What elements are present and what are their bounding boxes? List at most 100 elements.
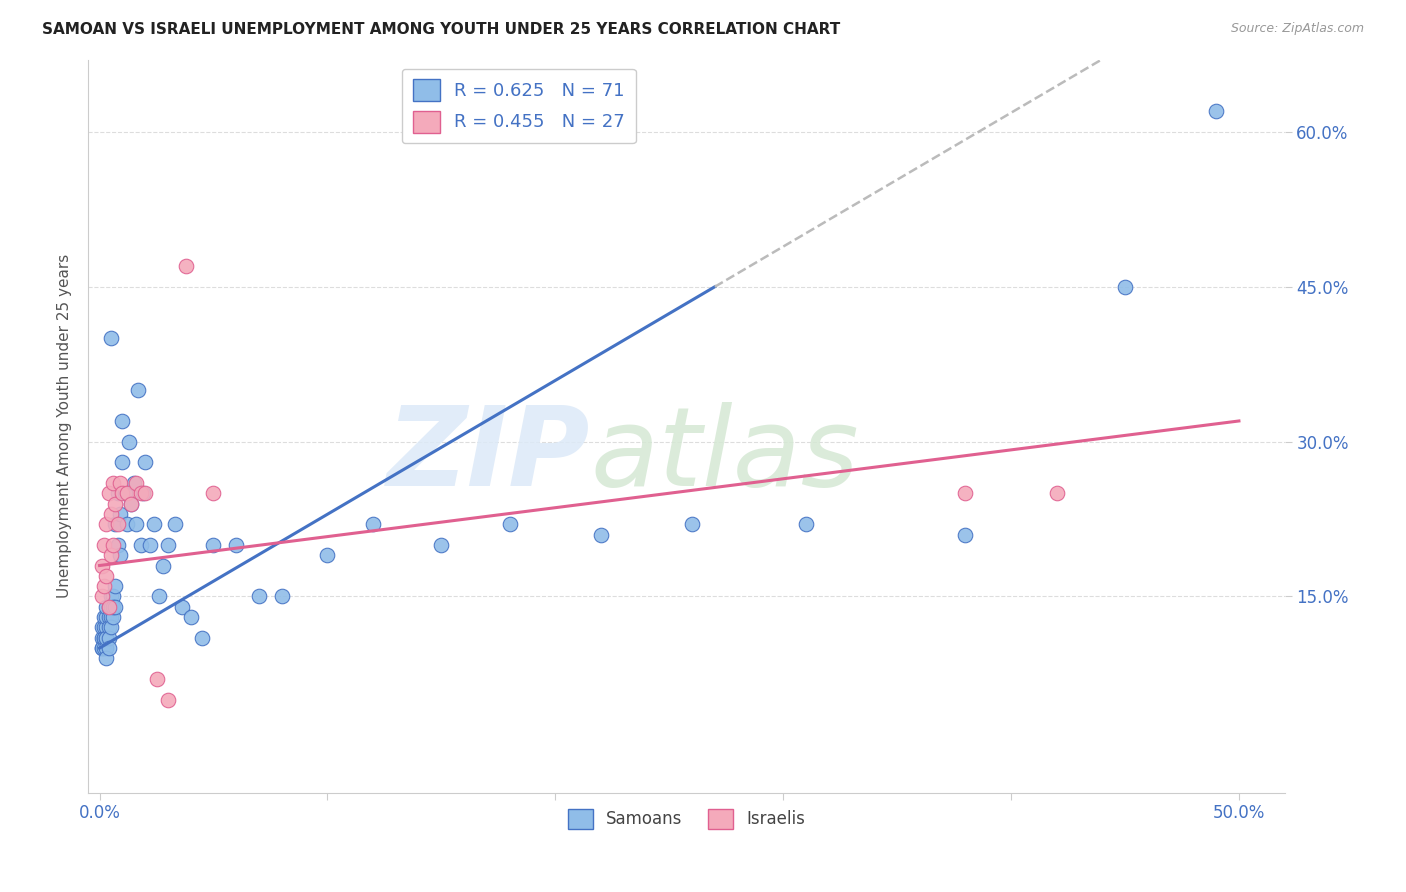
Point (148, 590, 170, 604)
Point (156, 692, 179, 706)
Point (93, 620, 115, 634)
Point (93, 631, 115, 645)
Point (152, 558, 174, 573)
Point (134, 486, 156, 500)
Point (93, 610, 115, 624)
Text: atlas: atlas (591, 402, 859, 509)
Point (129, 538, 152, 552)
Point (156, 538, 179, 552)
Point (100, 331, 122, 345)
Point (104, 517, 127, 532)
Point (96, 569, 118, 583)
Point (96, 641, 118, 656)
Point (103, 599, 125, 614)
Point (225, 538, 247, 552)
Point (247, 590, 270, 604)
Point (163, 517, 186, 532)
Point (90, 558, 112, 573)
Point (100, 599, 122, 614)
Point (100, 610, 122, 624)
Point (93, 538, 115, 552)
Point (125, 517, 148, 532)
Point (96, 599, 118, 614)
Point (97, 599, 120, 614)
Point (90, 620, 112, 634)
Point (97, 486, 120, 500)
Point (104, 579, 127, 593)
Point (955, 486, 977, 500)
Point (104, 497, 127, 511)
Point (100, 620, 122, 634)
Point (107, 517, 129, 532)
Point (143, 517, 166, 532)
Point (361, 517, 384, 532)
Point (955, 527, 977, 541)
Point (93, 641, 115, 656)
Point (118, 434, 141, 449)
Point (114, 486, 136, 500)
Point (111, 414, 134, 428)
Point (170, 599, 193, 614)
Point (100, 548, 122, 562)
Point (589, 527, 612, 541)
Point (103, 590, 125, 604)
Point (90, 590, 112, 604)
Point (1046, 486, 1069, 500)
Point (1114, 279, 1136, 293)
Point (103, 610, 125, 624)
Point (122, 475, 145, 490)
Point (93, 631, 115, 645)
Point (104, 599, 127, 614)
Point (90, 641, 112, 656)
Point (145, 672, 167, 686)
Point (97, 610, 120, 624)
Point (108, 548, 131, 562)
Point (202, 486, 225, 500)
Point (93, 579, 115, 593)
Point (103, 475, 125, 490)
Text: SAMOAN VS ISRAELI UNEMPLOYMENT AMONG YOUTH UNDER 25 YEARS CORRELATION CHART: SAMOAN VS ISRAELI UNEMPLOYMENT AMONG YOU… (42, 22, 841, 37)
Point (90, 641, 112, 656)
Text: Source: ZipAtlas.com: Source: ZipAtlas.com (1230, 22, 1364, 36)
Point (134, 455, 156, 469)
Point (108, 475, 131, 490)
Point (174, 259, 197, 273)
Point (125, 475, 148, 490)
Text: ZIP: ZIP (387, 402, 591, 509)
Point (120, 497, 142, 511)
Point (108, 507, 131, 521)
Point (96, 651, 118, 665)
Legend: Samoans, Israelis: Samoans, Israelis (561, 802, 811, 836)
Point (107, 486, 129, 500)
Point (120, 497, 142, 511)
Point (191, 631, 214, 645)
Point (97, 599, 120, 614)
Point (111, 455, 134, 469)
Point (129, 486, 152, 500)
Point (100, 507, 122, 521)
Point (127, 383, 149, 397)
Point (115, 517, 138, 532)
Point (111, 486, 134, 500)
Point (103, 538, 125, 552)
Point (97, 620, 120, 634)
Point (107, 538, 129, 552)
Point (97, 631, 120, 645)
Point (96, 610, 118, 624)
Point (96, 517, 118, 532)
Point (202, 538, 225, 552)
Y-axis label: Unemployment Among Youth under 25 years: Unemployment Among Youth under 25 years (58, 254, 72, 599)
Point (96, 631, 118, 645)
Point (499, 517, 522, 532)
Point (115, 486, 138, 500)
Point (316, 548, 339, 562)
Point (1205, 104, 1227, 119)
Point (681, 517, 703, 532)
Point (90, 631, 112, 645)
Point (138, 538, 160, 552)
Point (97, 641, 120, 656)
Point (794, 517, 817, 532)
Point (430, 538, 453, 552)
Point (270, 590, 292, 604)
Point (100, 590, 122, 604)
